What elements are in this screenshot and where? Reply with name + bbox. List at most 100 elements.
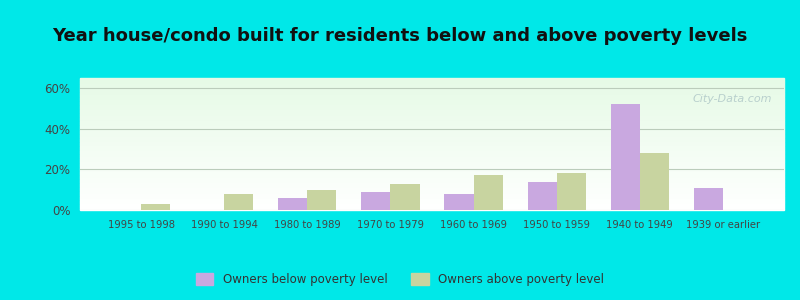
Bar — [80, 143, 784, 144]
Bar — [80, 100, 784, 102]
Bar — [80, 119, 784, 120]
Bar — [80, 196, 784, 197]
Bar — [80, 202, 784, 203]
Bar — [80, 189, 784, 190]
Bar — [80, 182, 784, 184]
Bar — [80, 201, 784, 202]
Bar — [80, 111, 784, 112]
Bar — [80, 107, 784, 108]
Bar — [362, 192, 390, 210]
Bar — [80, 87, 784, 88]
Bar — [80, 110, 784, 111]
Bar — [80, 97, 784, 98]
Bar — [80, 141, 784, 143]
Bar — [80, 194, 784, 196]
Bar — [80, 137, 784, 139]
Bar — [694, 188, 723, 210]
Bar — [80, 157, 784, 158]
Bar — [80, 160, 784, 161]
Bar — [390, 184, 419, 210]
Bar — [80, 123, 784, 124]
Bar — [80, 78, 784, 79]
Bar — [80, 209, 784, 210]
Bar — [80, 102, 784, 103]
Bar — [527, 182, 557, 210]
Bar — [80, 91, 784, 92]
Bar — [80, 176, 784, 177]
Bar — [80, 116, 784, 118]
Bar — [80, 174, 784, 176]
Bar — [80, 165, 784, 166]
Bar — [80, 149, 784, 151]
Bar — [80, 98, 784, 99]
Bar — [80, 85, 784, 86]
Bar — [80, 82, 784, 83]
Bar — [445, 194, 474, 210]
Bar — [278, 198, 307, 210]
Bar — [80, 172, 784, 173]
Bar — [80, 207, 784, 209]
Bar — [80, 178, 784, 180]
Bar — [80, 106, 784, 107]
Bar — [80, 86, 784, 87]
Bar — [80, 103, 784, 104]
Bar — [80, 205, 784, 206]
Bar — [80, 168, 784, 169]
Bar — [80, 173, 784, 174]
Bar — [80, 185, 784, 186]
Bar — [80, 158, 784, 160]
Bar — [80, 134, 784, 135]
Bar — [80, 184, 784, 185]
Bar — [80, 156, 784, 157]
Bar — [80, 191, 784, 193]
Bar — [80, 177, 784, 178]
Bar — [80, 180, 784, 181]
Bar — [80, 92, 784, 94]
Bar — [141, 204, 170, 210]
Bar — [80, 145, 784, 147]
Legend: Owners below poverty level, Owners above poverty level: Owners below poverty level, Owners above… — [191, 268, 609, 291]
Bar — [80, 206, 784, 207]
Bar — [80, 83, 784, 85]
Bar — [80, 148, 784, 149]
Bar — [80, 200, 784, 201]
Bar — [80, 164, 784, 165]
Bar — [80, 108, 784, 110]
Bar — [80, 170, 784, 172]
Bar — [80, 151, 784, 152]
Bar — [307, 190, 337, 210]
Bar — [80, 128, 784, 130]
Bar — [80, 190, 784, 191]
Bar — [80, 120, 784, 122]
Bar — [80, 163, 784, 164]
Text: City-Data.com: City-Data.com — [693, 94, 772, 104]
Bar — [80, 131, 784, 132]
Bar — [80, 130, 784, 131]
Bar — [80, 198, 784, 200]
Bar — [80, 144, 784, 145]
Bar — [80, 197, 784, 198]
Bar — [80, 193, 784, 194]
Bar — [557, 173, 586, 210]
Bar — [80, 140, 784, 141]
Bar — [80, 124, 784, 125]
Bar — [80, 135, 784, 136]
Bar — [80, 79, 784, 81]
Bar — [80, 132, 784, 134]
Bar — [80, 95, 784, 97]
Bar — [80, 118, 784, 119]
Bar — [80, 94, 784, 95]
Bar — [80, 161, 784, 163]
Bar — [640, 153, 669, 210]
Bar — [80, 147, 784, 148]
Bar — [80, 122, 784, 123]
Bar — [80, 81, 784, 82]
Bar — [80, 136, 784, 137]
Bar — [80, 188, 784, 189]
Bar — [80, 99, 784, 100]
Bar — [80, 154, 784, 156]
Bar — [80, 139, 784, 140]
Bar — [80, 127, 784, 128]
Bar — [80, 181, 784, 182]
Bar — [80, 167, 784, 168]
